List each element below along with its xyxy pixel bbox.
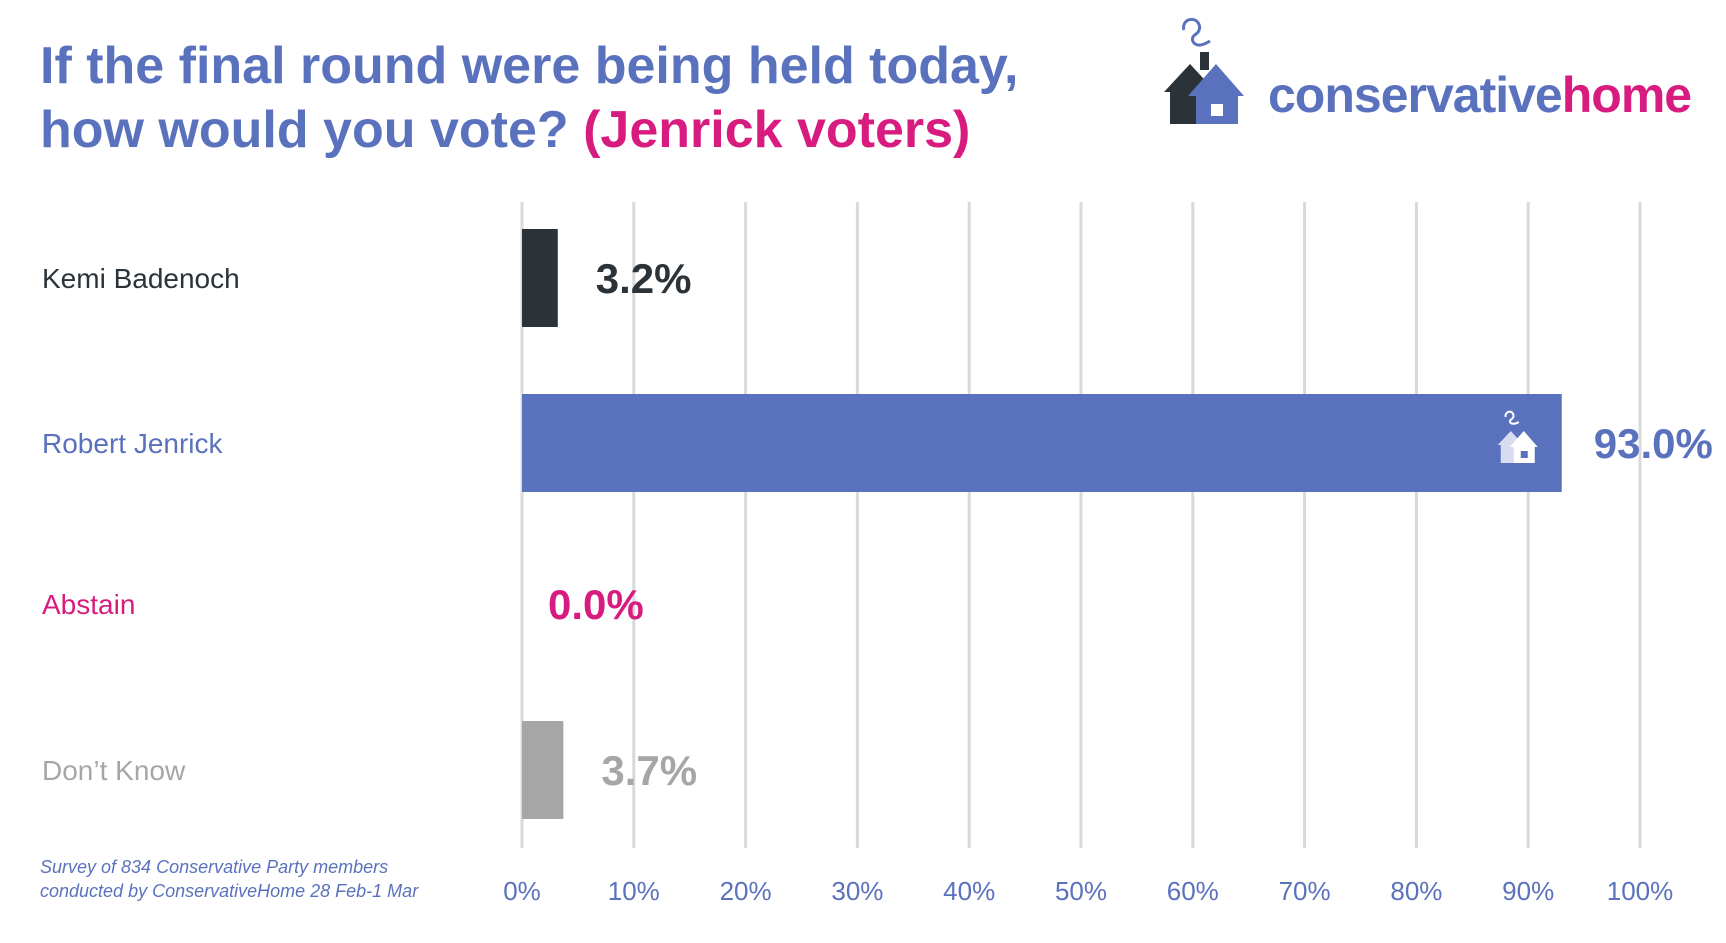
- x-tick-label: 80%: [1390, 876, 1442, 906]
- category-label: Kemi Badenoch: [42, 263, 240, 294]
- title-line-1: If the final round were being held today…: [40, 37, 1019, 95]
- conservativehome-logo: conservativehome: [1164, 14, 1692, 134]
- x-tick-label: 90%: [1502, 876, 1554, 906]
- x-tick-label: 50%: [1055, 876, 1107, 906]
- footnote-line-1: Survey of 834 Conservative Party members: [40, 857, 389, 877]
- bar: [522, 721, 564, 819]
- x-tick-label: 0%: [503, 876, 541, 906]
- x-tick-label: 70%: [1279, 876, 1331, 906]
- category-label: Robert Jenrick: [42, 428, 224, 459]
- x-tick-label: 60%: [1167, 876, 1219, 906]
- x-tick-label: 40%: [943, 876, 995, 906]
- footnote-line-2: conducted by ConservativeHome 28 Feb-1 M…: [40, 881, 419, 901]
- x-tick-label: 100%: [1607, 876, 1674, 906]
- logo-word-conservative: conservative: [1268, 67, 1563, 123]
- logo-word-home: home: [1561, 67, 1692, 123]
- value-label: 0.0%: [548, 581, 644, 628]
- bar: [522, 394, 1562, 492]
- x-tick-label: 30%: [831, 876, 883, 906]
- x-tick-label: 10%: [608, 876, 660, 906]
- value-label: 93.0%: [1594, 420, 1713, 467]
- value-label: 3.7%: [601, 747, 697, 794]
- logo-wordmark: conservativehome: [1268, 66, 1692, 124]
- survey-footnote: Survey of 834 Conservative Party members…: [40, 855, 418, 903]
- x-tick-label: 20%: [720, 876, 772, 906]
- category-label: Don’t Know: [42, 755, 186, 786]
- value-label: 3.2%: [596, 255, 692, 302]
- house-icon: [1497, 410, 1538, 463]
- bar: [522, 229, 558, 327]
- title-highlight: (Jenrick voters): [583, 101, 971, 159]
- house-icon: [1164, 17, 1244, 124]
- category-label: Abstain: [42, 589, 135, 620]
- chart-title: If the final round were being held today…: [40, 34, 1018, 162]
- title-line-2: how would you vote?: [40, 101, 569, 159]
